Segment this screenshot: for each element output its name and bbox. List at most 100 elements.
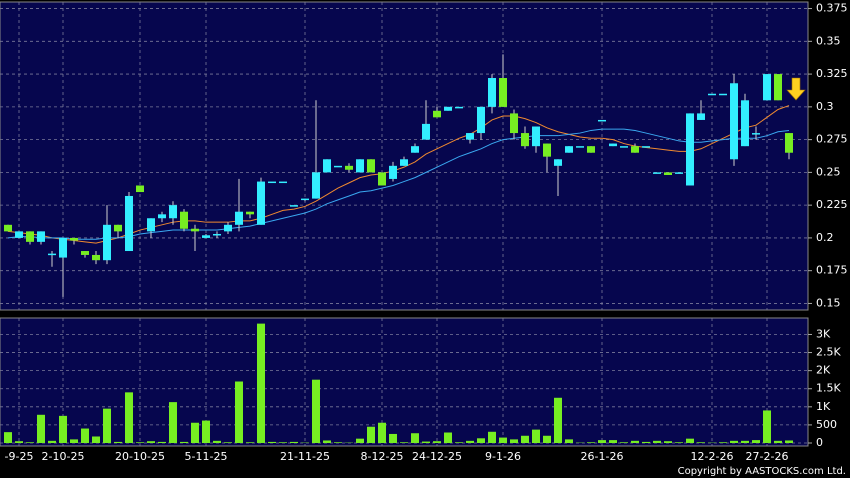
y-tick-label: 0.3 [816, 100, 834, 113]
volume-bar [444, 432, 452, 443]
candle-body [202, 235, 210, 238]
volume-bar [290, 441, 298, 443]
y-tick-label: 0.375 [816, 2, 848, 15]
candle-body [532, 126, 540, 147]
candle-body [752, 133, 760, 135]
volume-tick-label: 500 [816, 418, 837, 431]
candle-body [334, 165, 342, 168]
candle-body [158, 214, 166, 219]
x-tick-label: -9-25 [5, 450, 34, 463]
candle-body [543, 143, 551, 157]
volume-bar [158, 441, 166, 443]
volume-panel [0, 317, 809, 447]
volume-bar [455, 442, 463, 443]
x-tick-label: 12-2-26 [691, 450, 734, 463]
volume-bar [125, 392, 133, 443]
volume-bar [785, 440, 793, 443]
volume-bar [147, 441, 155, 443]
volume-bar [675, 442, 683, 443]
candle-body [631, 146, 639, 153]
candle-body [389, 165, 397, 179]
volume-tick-label: 0 [816, 436, 823, 449]
candle-body [48, 253, 56, 256]
candle-body [521, 133, 529, 147]
volume-bar [598, 440, 606, 443]
candle-body [301, 198, 309, 201]
candle-body [763, 74, 771, 101]
candle-body [169, 205, 177, 219]
candle-body [664, 172, 672, 176]
volume-bar [4, 432, 12, 443]
candle-body [312, 172, 320, 199]
candle-body [488, 78, 496, 107]
volume-bar [312, 379, 320, 443]
candle-body [345, 165, 353, 170]
volume-bar [554, 397, 562, 443]
candle-body [510, 113, 518, 134]
candle-body [708, 93, 716, 96]
x-tick-label: 27-2-26 [746, 450, 789, 463]
x-tick-label: 20-10-25 [115, 450, 165, 463]
candle-body [26, 231, 34, 242]
candle-body [103, 224, 111, 261]
candle-body [279, 181, 287, 184]
volume-bar [609, 440, 617, 443]
candle-body [367, 159, 375, 173]
candle-body [356, 159, 364, 173]
candle-body [466, 133, 474, 140]
candle-body [455, 106, 463, 109]
volume-bar [15, 441, 23, 443]
volume-tick-label: 2K [816, 364, 831, 377]
volume-bar [224, 442, 232, 443]
volume-bar [719, 442, 727, 443]
volume-bar [741, 440, 749, 443]
candle-body [114, 224, 122, 232]
candle-body [81, 251, 89, 255]
candle-body [400, 159, 408, 166]
x-tick-label: 5-11-25 [185, 450, 228, 463]
candle-body [774, 74, 782, 101]
volume-bar [114, 441, 122, 443]
volume-bar [510, 439, 518, 443]
volume-bar [235, 381, 243, 443]
candle-body [477, 106, 485, 134]
y-tick-label: 0.15 [816, 296, 841, 309]
ma-line [7, 105, 790, 244]
volume-bar [323, 440, 331, 443]
x-tick-label: 2-10-25 [42, 450, 85, 463]
candle-body [224, 224, 232, 232]
volume-bar [356, 438, 364, 443]
volume-tick-label: 2.5K [816, 346, 841, 359]
volume-bar [532, 429, 540, 443]
candle-body [422, 123, 430, 140]
volume-bar [543, 435, 551, 443]
volume-bar [466, 440, 474, 443]
candle-body [235, 211, 243, 225]
candle-body [620, 146, 628, 148]
volume-bar [433, 441, 441, 443]
volume-bar [334, 442, 342, 443]
volume-bar [774, 440, 782, 443]
candle-body [268, 181, 276, 184]
candle-body [180, 211, 188, 229]
candle-body [323, 159, 331, 173]
y-tick-label: 0.275 [816, 133, 848, 146]
volume-bar [697, 442, 705, 443]
volume-bar [620, 442, 628, 443]
candle-body [246, 211, 254, 215]
price-panel [0, 1, 809, 311]
candle-body [15, 231, 23, 238]
volume-bar [169, 402, 177, 443]
volume-tick-label: 3K [816, 327, 831, 340]
volume-bar [763, 410, 771, 443]
candle-body [444, 106, 452, 111]
volume-bar [246, 442, 254, 443]
volume-bar [422, 441, 430, 443]
candle-body [741, 100, 749, 147]
y-tick-label: 0.325 [816, 67, 848, 80]
volume-bar [202, 420, 210, 443]
y-tick-label: 0.2 [816, 231, 834, 244]
candle-body [125, 195, 133, 252]
volume-bar [642, 441, 650, 443]
